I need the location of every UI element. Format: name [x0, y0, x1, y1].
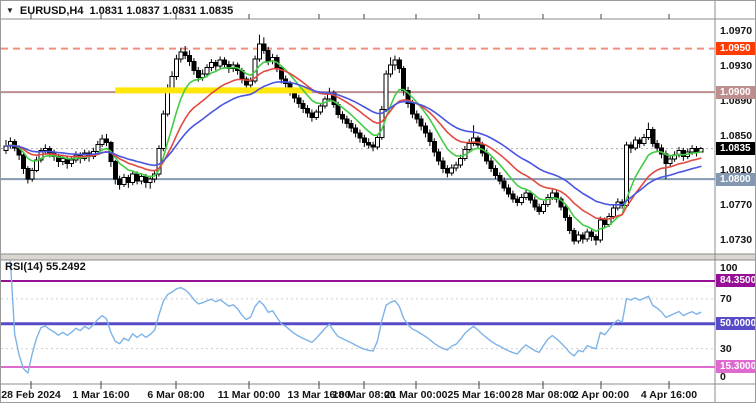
pane-divider — [1, 254, 755, 260]
time-label: 18 Mar 08:00 — [332, 389, 396, 401]
time-label: 6 Mar 08:00 — [147, 389, 205, 401]
rsi-scale-label: 100 — [720, 262, 738, 274]
rsi-scale-label: 30 — [720, 343, 732, 355]
price-label: 1.0930 — [720, 60, 753, 72]
time-label: 25 Mar 16:00 — [447, 389, 511, 401]
time-label: 4 Apr 16:00 — [640, 389, 698, 401]
ma-slow-line — [5, 81, 702, 206]
time-label: 28 Mar 08:00 — [511, 389, 575, 401]
symbol-dropdown-icon[interactable]: ▼ — [6, 5, 14, 15]
ma-medium-line — [5, 67, 702, 220]
price-badge: 1.0900 — [716, 86, 755, 99]
rsi-pane[interactable] — [1, 260, 715, 384]
price-label: 1.0850 — [720, 130, 753, 142]
price-badge: 1.0950 — [716, 42, 755, 55]
price-badge: 1.0800 — [716, 173, 755, 186]
time-label: 21 Mar 00:00 — [384, 389, 448, 401]
rsi-indicator-label: RSI(14) 55.2492 — [5, 261, 86, 273]
rsi-badge: 84.3500 — [716, 274, 755, 287]
highlight-band — [115, 87, 312, 94]
time-label: 11 Mar 00:00 — [217, 389, 281, 401]
main-chart-pane[interactable] — [1, 19, 715, 254]
time-label: 2 Apr 00:00 — [572, 389, 630, 401]
time-label: 13 Mar 16:00 — [287, 389, 351, 401]
price-label: 1.0730 — [720, 234, 753, 246]
rsi-badge: 15.3000 — [716, 360, 755, 373]
ma-fast-line — [5, 60, 702, 233]
rsi-scale-label: 0 — [720, 371, 726, 383]
rsi-badge: 50.0000 — [716, 317, 755, 330]
rsi-scale-label: 70 — [720, 293, 732, 305]
price-label: 1.0970 — [720, 25, 753, 37]
rsi-line — [9, 260, 702, 374]
symbol-title-row: ▼ EURUSD,H4 1.0831 1.0837 1.0831 1.0835 — [6, 4, 233, 17]
time-label: 1 Mar 16:00 — [72, 389, 130, 401]
price-badge: 1.0835 — [716, 142, 755, 155]
price-label: 1.0770 — [720, 199, 753, 211]
time-label: 28 Feb 2024 — [1, 389, 61, 401]
symbol-title: EURUSD,H4 — [19, 4, 84, 17]
ohlc-readout: 1.0831 1.0837 1.0831 1.0835 — [89, 4, 234, 17]
